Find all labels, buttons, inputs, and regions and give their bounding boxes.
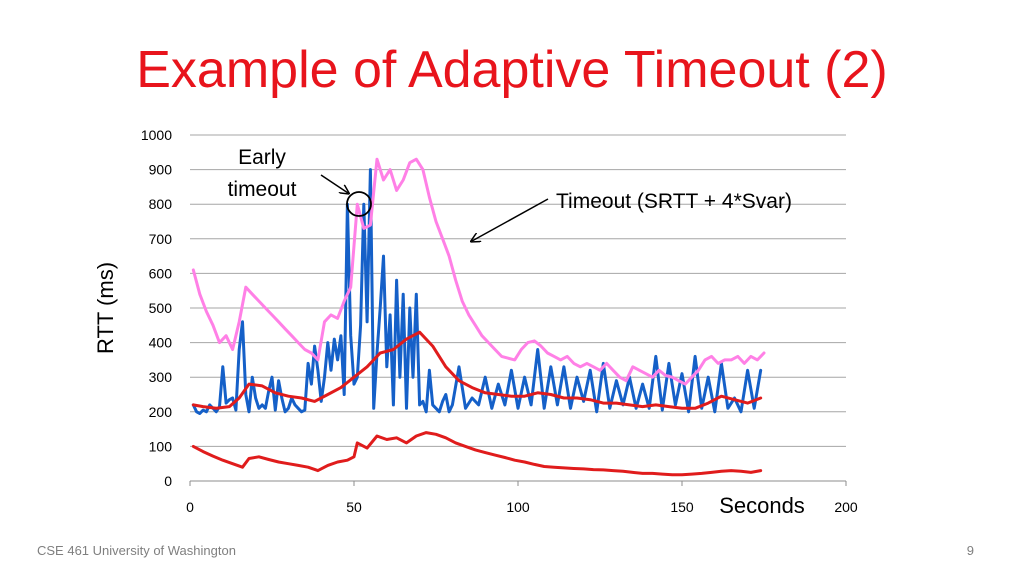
y-tick-label: 300 [149,369,173,385]
y-tick-label: 400 [149,335,173,351]
footer-course: CSE 461 University of Washington [37,543,236,558]
annotation-early-arrow [320,174,348,193]
gridlines [189,134,847,486]
y-tick-label: 700 [149,231,173,247]
annotation-timeout-arrow [472,198,549,241]
series-line-3 [191,330,763,410]
slide-title: Example of Adaptive Timeout (2) [136,41,888,99]
tick-labels: 0 100 200 300 400 500 600 700 800 900 1000 0 50 100 15… [141,127,858,515]
annotation-early-line2: timeout [228,178,297,201]
y-tick-label: 200 [149,404,173,420]
x-tick-label: 0 [186,499,194,515]
y-tick-label: 100 [149,438,173,454]
x-axis-title: Seconds [719,493,805,518]
annotation-early-line1: Early [238,146,286,169]
annotation-timeout-label: Timeout (SRTT + 4*Svar) [556,190,792,213]
y-tick-label: 800 [149,196,173,212]
x-tick-label: 50 [346,499,362,515]
y-tick-label: 1000 [141,127,172,143]
x-tick-label: 100 [506,499,530,515]
y-tick-label: 900 [149,162,173,178]
series-line-2 [191,157,766,386]
y-tick-label: 600 [149,265,173,281]
series-line-4 [191,431,763,477]
early-timeout-marker [346,191,372,217]
series-lines [191,157,766,477]
y-tick-label: 500 [149,300,173,316]
y-axis-title: RTT (ms) [93,262,118,354]
page-number: 9 [966,543,974,558]
y-tick-label: 0 [164,473,172,489]
x-tick-label: 150 [670,499,694,515]
x-tick-label: 200 [834,499,858,515]
